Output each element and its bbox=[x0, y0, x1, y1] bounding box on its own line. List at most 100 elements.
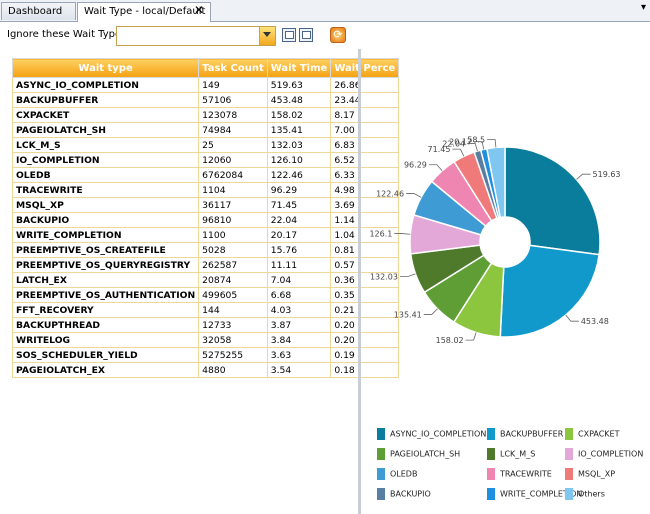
wait-percent-cell: 0.18 bbox=[330, 362, 400, 378]
task-count-cell: 149 bbox=[198, 77, 268, 93]
table-row[interactable]: LATCH_EX 20874 7.04 0.36 bbox=[11, 272, 400, 288]
table-row[interactable]: WRITELOG 32058 3.84 0.20 bbox=[11, 332, 400, 348]
task-count-cell: 12060 bbox=[198, 152, 268, 168]
table-row[interactable]: BACKUPIO 96810 22.04 1.14 bbox=[11, 212, 400, 228]
table-row[interactable]: MSQL_XP 36117 71.45 3.69 bbox=[11, 197, 400, 213]
legend-swatch bbox=[487, 468, 495, 480]
wait-type-cell: ASYNC_IO_COMPLETION bbox=[11, 77, 200, 93]
table-row[interactable]: PAGEIOLATCH_SH 74984 135.41 7.00 bbox=[11, 122, 400, 138]
wait-percent-cell: 0.20 bbox=[330, 332, 400, 348]
legend-swatch bbox=[487, 448, 495, 460]
task-count-cell: 5275255 bbox=[198, 347, 268, 363]
table-row[interactable]: BACKUPTHREAD 12733 3.87 0.20 bbox=[11, 317, 400, 333]
legend-item[interactable]: PAGEIOLATCH_SH bbox=[377, 448, 460, 460]
slice-leader-line bbox=[394, 233, 411, 235]
tab-menu-icon[interactable]: ▾ bbox=[640, 2, 646, 13]
column-header-wait-time[interactable]: Wait Time bbox=[266, 58, 332, 78]
legend-item[interactable]: CXPACKET bbox=[565, 428, 619, 440]
wait-time-cell: 519.63 bbox=[267, 77, 332, 93]
table-row[interactable]: PREEMPTIVE_OS_AUTHENTICATION 499605 6.68 0.… bbox=[11, 287, 400, 303]
legend-label: WRITE_COMPLETION bbox=[500, 489, 583, 499]
wait-percent-cell: 0.35 bbox=[330, 287, 400, 303]
select-all-icon[interactable] bbox=[282, 28, 296, 42]
close-icon[interactable]: ✕ bbox=[193, 3, 204, 17]
slice-leader-line bbox=[487, 139, 497, 148]
slice-leader-line bbox=[428, 164, 443, 172]
table-row[interactable]: LCK_M_S 25 132.03 6.83 bbox=[11, 137, 400, 153]
slice-leader-line bbox=[465, 332, 477, 341]
wait-time-cell: 7.04 bbox=[267, 272, 332, 288]
task-count-cell: 5028 bbox=[198, 242, 268, 258]
wait-type-cell: LCK_M_S bbox=[11, 137, 200, 153]
legend-item[interactable]: IO_COMPLETION bbox=[565, 448, 643, 460]
legend-swatch bbox=[487, 428, 495, 440]
slice-leader-line bbox=[399, 273, 416, 277]
wait-time-cell: 122.46 bbox=[267, 167, 332, 183]
chevron-down-icon[interactable] bbox=[259, 27, 275, 45]
table-row[interactable]: FFT_RECOVERY 144 4.03 0.21 bbox=[11, 302, 400, 318]
pie-slice[interactable] bbox=[499, 244, 600, 338]
table-row[interactable]: BACKUPBUFFER 57106 453.48 23.44 bbox=[11, 92, 400, 108]
wait-percent-cell: 6.83 bbox=[330, 137, 400, 153]
tab-wait-type[interactable]: Wait Type - local/Default ✕ bbox=[77, 2, 211, 22]
slice-label: 453.48 bbox=[581, 317, 609, 326]
legend-item[interactable]: ASYNC_IO_COMPLETION bbox=[377, 428, 486, 440]
legend-swatch bbox=[487, 488, 495, 500]
wait-percent-cell: 3.69 bbox=[330, 197, 400, 213]
wait-time-cell: 3.63 bbox=[267, 347, 332, 363]
wait-time-cell: 71.45 bbox=[267, 197, 332, 213]
legend-item[interactable]: BACKUPIO bbox=[377, 488, 431, 500]
task-count-cell: 25 bbox=[198, 137, 268, 153]
table-row[interactable]: CXPACKET 123078 158.02 8.17 bbox=[11, 107, 400, 123]
wait-percent-cell: 0.20 bbox=[330, 317, 400, 333]
refresh-icon[interactable]: ⟳ bbox=[330, 27, 346, 43]
wait-type-cell: IO_COMPLETION bbox=[11, 152, 200, 168]
legend-item[interactable]: BACKUPBUFFER bbox=[487, 428, 563, 440]
table-row[interactable]: PREEMPTIVE_OS_QUERYREGISTRY 262587 11.11 0.… bbox=[11, 257, 400, 273]
wait-type-cell: BACKUPIO bbox=[11, 212, 200, 228]
legend-item[interactable]: WRITE_COMPLETION bbox=[487, 488, 582, 500]
pie-slice[interactable] bbox=[504, 146, 601, 256]
legend-item[interactable]: TRACEWRITE bbox=[487, 468, 552, 480]
wait-time-cell: 96.29 bbox=[267, 182, 332, 198]
task-count-cell: 499605 bbox=[198, 287, 268, 303]
wait-type-cell: PAGEIOLATCH_EX bbox=[11, 362, 200, 378]
wait-time-cell: 126.10 bbox=[267, 152, 332, 168]
pie-slice[interactable] bbox=[486, 146, 506, 219]
table-row[interactable]: IO_COMPLETION 12060 126.10 6.52 bbox=[11, 152, 400, 168]
legend-item[interactable]: Others bbox=[565, 488, 605, 500]
deselect-all-icon[interactable] bbox=[299, 28, 313, 42]
slice-leader-line bbox=[452, 148, 465, 157]
panel-splitter[interactable] bbox=[358, 49, 361, 514]
legend-swatch bbox=[377, 448, 385, 460]
ignore-wait-type-combo[interactable] bbox=[116, 26, 276, 46]
tab-dashboard[interactable]: Dashboard bbox=[1, 2, 76, 20]
table-row[interactable]: ASYNC_IO_COMPLETION 149 519.63 26.86 bbox=[11, 77, 400, 93]
column-header-wait-percent[interactable]: Wait Perce bbox=[330, 58, 400, 78]
column-header-wait-type[interactable]: Wait type bbox=[11, 58, 200, 78]
slice-leader-line bbox=[467, 143, 478, 152]
tab-strip: Dashboard Wait Type - local/Default ✕ ▾ bbox=[0, 0, 650, 22]
legend-swatch bbox=[377, 428, 385, 440]
task-count-cell: 57106 bbox=[198, 92, 268, 108]
table-row[interactable]: SOS_SCHEDULER_YIELD 5275255 3.63 0.19 bbox=[11, 347, 400, 363]
legend-label: MSQL_XP bbox=[578, 469, 616, 479]
wait-type-cell: WRITELOG bbox=[11, 332, 200, 348]
table-row[interactable]: PREEMPTIVE_OS_CREATEFILE 5028 15.76 0.81 bbox=[11, 242, 400, 258]
legend-item[interactable]: LCK_M_S bbox=[487, 448, 535, 460]
legend-item[interactable]: OLEDB bbox=[377, 468, 417, 480]
legend-swatch bbox=[377, 488, 385, 500]
table-row[interactable]: OLEDB 6762084 122.46 6.33 bbox=[11, 167, 400, 183]
column-header-task-count[interactable]: Task Count bbox=[198, 58, 268, 78]
legend-swatch bbox=[565, 448, 573, 460]
wait-type-cell: TRACEWRITE bbox=[11, 182, 200, 198]
legend-label: PAGEIOLATCH_SH bbox=[390, 449, 461, 459]
table-row[interactable]: WRITE_COMPLETION 1100 20.17 1.04 bbox=[11, 227, 400, 243]
wait-type-cell: OLEDB bbox=[11, 167, 200, 183]
slice-leader-line bbox=[406, 193, 422, 198]
wait-percent-cell: 0.36 bbox=[330, 272, 400, 288]
table-row[interactable]: PAGEIOLATCH_EX 4880 3.54 0.18 bbox=[11, 362, 400, 378]
table-row[interactable]: TRACEWRITE 1104 96.29 4.98 bbox=[11, 182, 400, 198]
legend-item[interactable]: MSQL_XP bbox=[565, 468, 615, 480]
task-count-cell: 4880 bbox=[198, 362, 268, 378]
